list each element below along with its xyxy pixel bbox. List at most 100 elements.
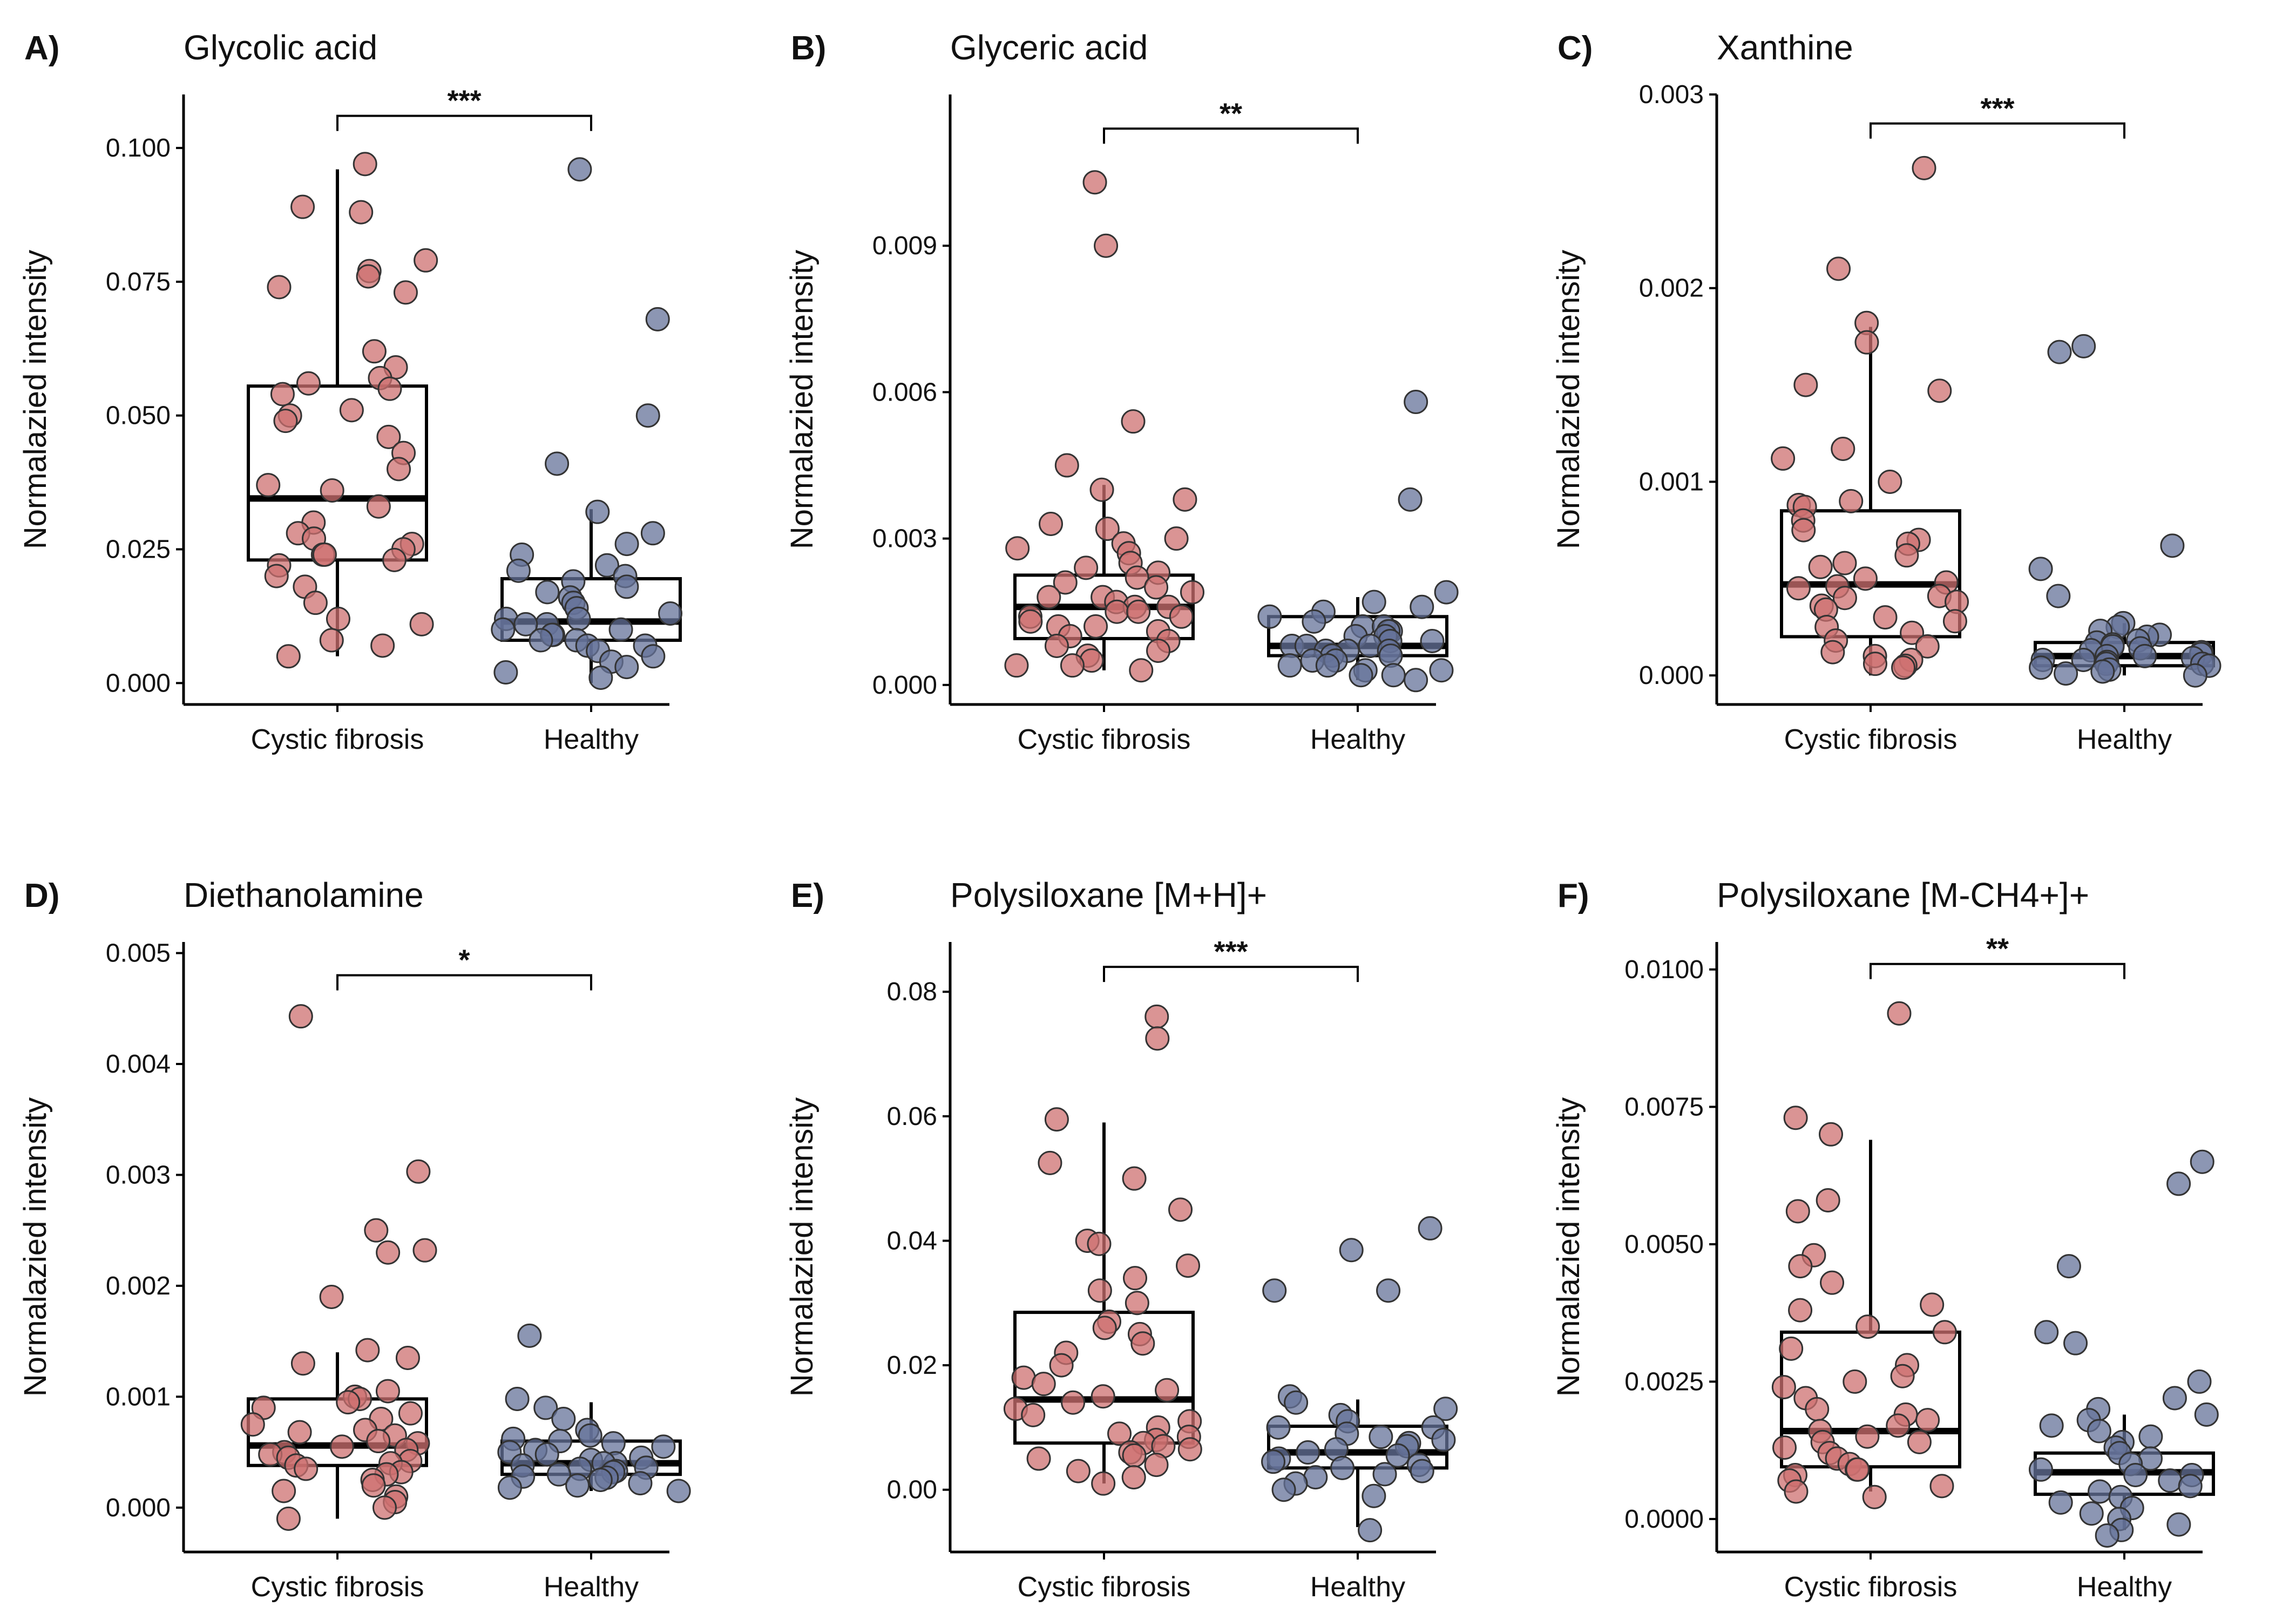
panel-title: Xanthine	[1717, 28, 1853, 67]
data-point	[288, 1004, 313, 1029]
data-point	[1434, 580, 1459, 605]
x-tick-label: Healthy	[1310, 724, 1405, 755]
y-tick-label: 0.0075	[1624, 1093, 1704, 1121]
y-tick-label: 0.025	[106, 536, 171, 564]
data-point	[1011, 1365, 1036, 1390]
data-point	[1044, 1107, 1069, 1132]
data-point	[2079, 1501, 2104, 1526]
data-point	[290, 1351, 315, 1376]
data-point	[339, 398, 364, 423]
data-point	[320, 478, 344, 503]
data-point	[398, 1401, 423, 1426]
data-point	[1144, 575, 1169, 600]
data-point	[1177, 1437, 1202, 1462]
y-tick-label: 0.003	[872, 525, 937, 553]
data-point	[412, 1238, 437, 1263]
data-point	[658, 601, 683, 626]
data-point	[375, 1379, 400, 1404]
data-point	[594, 553, 619, 578]
data-point	[640, 521, 665, 546]
data-point	[1180, 580, 1204, 605]
data-point	[1873, 605, 1898, 630]
significance-label: ***	[1214, 936, 1248, 968]
significance-bracket	[336, 114, 592, 131]
data-point	[1855, 1424, 1880, 1449]
data-point	[287, 1420, 312, 1445]
y-axis-label: Normalazied intensity	[1551, 250, 1586, 549]
data-point	[2090, 659, 2115, 684]
data-point	[1420, 628, 1445, 653]
y-tick-label: 0.100	[106, 134, 171, 162]
data-point	[2132, 643, 2157, 668]
y-tick-label: 0.075	[106, 268, 171, 296]
y-tick-label: 0.004	[106, 1050, 171, 1079]
data-point	[2166, 1171, 2191, 1196]
panel-letter: A)	[24, 30, 59, 67]
data-point	[1257, 604, 1282, 629]
data-point	[2123, 1462, 2148, 1487]
data-point	[567, 157, 592, 182]
data-point	[240, 1412, 265, 1437]
data-point	[1284, 1390, 1309, 1415]
data-point	[1054, 453, 1079, 478]
data-point	[2034, 1320, 2059, 1345]
panel-letter: E)	[791, 877, 824, 914]
panel-c: C) Xanthine Normalazied intensity 0.000 0.00…	[1551, 28, 2222, 755]
data-point	[2190, 1149, 2214, 1174]
y-tick-label: 0.000	[1639, 661, 1704, 690]
data-point	[506, 558, 531, 583]
data-point	[349, 200, 374, 225]
data-point	[1771, 1375, 1796, 1400]
significance-label: **	[1220, 97, 1242, 130]
data-point	[1302, 609, 1326, 634]
y-tick-label: 0.0100	[1624, 955, 1704, 984]
data-point	[1362, 1483, 1386, 1508]
panel-e: E) Polysiloxane [M+H]+ Normalazied intensi…	[784, 876, 1458, 1603]
data-point	[1855, 1314, 1880, 1339]
data-point	[1061, 1390, 1086, 1415]
data-point	[2039, 1413, 2064, 1438]
panel-d: D) Diethanolamine Normalazied intensity 0.0…	[18, 876, 691, 1603]
data-point	[588, 665, 613, 690]
data-point	[1786, 576, 1811, 601]
data-point	[641, 644, 666, 669]
data-point	[1087, 1231, 1112, 1256]
data-point	[491, 617, 516, 642]
y-tick-label: 0.003	[1639, 80, 1704, 109]
data-point	[635, 403, 660, 428]
data-point	[1107, 1421, 1132, 1446]
y-tick-label: 0.009	[872, 232, 937, 260]
x-tick-label: Cystic fibrosis	[251, 1571, 424, 1603]
data-point	[1261, 1449, 1286, 1474]
y-tick-label: 0.04	[887, 1226, 937, 1255]
data-point	[1168, 1197, 1193, 1222]
data-point	[2095, 1523, 2119, 1548]
data-point	[272, 1479, 296, 1503]
x-tick-label: Cystic fibrosis	[1784, 724, 1958, 755]
y-axis-label: Normalazied intensity	[784, 250, 819, 549]
data-point	[2054, 661, 2078, 686]
data-point	[1404, 668, 1428, 693]
data-point	[2071, 334, 2096, 358]
data-point	[336, 1390, 361, 1415]
data-point	[1087, 1278, 1112, 1303]
data-point	[1385, 1443, 1410, 1468]
data-point	[534, 1442, 559, 1467]
data-point	[2166, 1512, 2191, 1537]
iqr-box	[1780, 509, 1961, 639]
data-point	[1788, 1298, 1813, 1323]
data-point	[1144, 1453, 1169, 1477]
data-point	[2047, 340, 2072, 364]
data-point	[1060, 653, 1085, 678]
panel-title: Polysiloxane [M-CH4+]+	[1717, 876, 2089, 914]
data-point	[1031, 1372, 1056, 1397]
panel-letter: F)	[1557, 877, 1589, 914]
data-point	[1418, 1216, 1442, 1241]
data-point	[362, 339, 387, 364]
data-point	[1038, 1150, 1062, 1175]
data-point	[294, 1456, 319, 1481]
data-point	[1900, 620, 1925, 645]
data-point	[387, 457, 411, 482]
data-point	[517, 1323, 542, 1348]
data-point	[1021, 1402, 1046, 1427]
